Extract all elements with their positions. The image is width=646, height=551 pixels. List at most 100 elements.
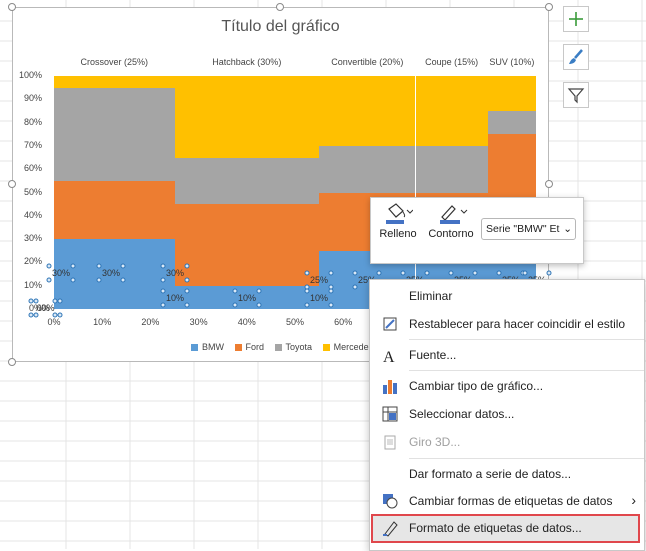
bar-segment-toyota[interactable] [54, 87, 175, 181]
menu-highlight [371, 514, 640, 543]
resize-handle-tr[interactable] [545, 3, 553, 11]
data-label[interactable]: 0% [41, 303, 55, 313]
selection-handle[interactable] [400, 270, 406, 276]
selection-handle[interactable] [232, 302, 238, 308]
selection-handle[interactable] [46, 263, 52, 269]
data-label[interactable]: 30% [101, 268, 121, 278]
selection-handle[interactable] [70, 277, 76, 283]
fill-button[interactable]: Relleno [377, 203, 419, 240]
selection-handle[interactable] [184, 302, 190, 308]
selection-handle[interactable] [304, 270, 310, 276]
series-selector[interactable]: Serie "BMW" Et ⌄ [481, 218, 576, 240]
resize-handle-mr[interactable] [545, 180, 553, 188]
selection-handle[interactable] [184, 263, 190, 269]
paint-bucket-icon [386, 203, 414, 224]
chart-styles-button[interactable] [563, 44, 589, 70]
selection-handle[interactable] [33, 298, 39, 304]
menu-item-change-label-shapes[interactable]: Cambiar formas de etiquetas de datos › [370, 487, 644, 515]
data-label[interactable]: 10% [309, 293, 329, 303]
menu-item-format-series[interactable]: Dar formato a serie de datos... [409, 467, 572, 481]
bar-segment-ford[interactable] [174, 204, 320, 286]
selection-handle[interactable] [57, 298, 63, 304]
bar-segment-mercedes[interactable] [415, 76, 488, 146]
selection-handle[interactable] [546, 270, 552, 276]
selection-handle[interactable] [328, 284, 334, 290]
bar-segment-mercedes[interactable] [54, 76, 175, 88]
bar-segment-toyota[interactable] [174, 157, 320, 205]
bar-segment-bmw[interactable] [174, 285, 320, 309]
selection-handle[interactable] [328, 270, 334, 276]
selection-handle[interactable] [352, 284, 358, 290]
menu-item-change-chart-type[interactable]: Cambiar tipo de gráfico... [370, 372, 644, 400]
selection-handle[interactable] [304, 284, 310, 290]
selection-handle[interactable] [184, 288, 190, 294]
chart-legend[interactable]: BMW Ford Toyota Mercedes [191, 342, 381, 352]
menu-item-format-data-labels[interactable]: Formato de etiquetas de datos... [370, 514, 644, 542]
selection-handle[interactable] [28, 312, 34, 318]
resize-handle-bl[interactable] [8, 358, 16, 366]
bar-segment-bmw[interactable] [54, 239, 175, 309]
outline-button[interactable]: Contorno [423, 203, 479, 240]
category-label: Convertible (20%) [331, 57, 404, 67]
chart-filters-button[interactable] [563, 82, 589, 108]
selection-handle[interactable] [33, 312, 39, 318]
selection-handle[interactable] [120, 263, 126, 269]
selection-handle[interactable] [522, 270, 528, 276]
selection-handle[interactable] [472, 270, 478, 276]
selection-handle[interactable] [52, 312, 58, 318]
selection-handle[interactable] [96, 263, 102, 269]
menu-item-reset-style[interactable]: Restablecer para hacer coincidir el esti… [370, 310, 644, 338]
bar-segment-toyota[interactable] [487, 110, 536, 135]
resize-handle-tc[interactable] [276, 3, 284, 11]
selection-handle[interactable] [496, 270, 502, 276]
menu-item-font[interactable]: A Fuente... [383, 348, 457, 364]
data-label[interactable]: 25% [357, 275, 377, 285]
data-label[interactable]: 30% [165, 268, 185, 278]
data-label[interactable]: 25% [309, 275, 329, 285]
selection-handle[interactable] [160, 302, 166, 308]
data-label[interactable]: 30% [51, 268, 71, 278]
resize-handle-tl[interactable] [8, 3, 16, 11]
selection-handle[interactable] [160, 288, 166, 294]
selection-handle[interactable] [424, 270, 430, 276]
resize-handle-ml[interactable] [8, 180, 16, 188]
selection-handle[interactable] [256, 288, 262, 294]
selection-handle[interactable] [232, 288, 238, 294]
bar-segment-mercedes[interactable] [487, 76, 536, 111]
menu-item-eliminar[interactable]: Eliminar [409, 289, 453, 303]
bar-segment-mercedes[interactable] [174, 76, 320, 158]
legend-item-toyota: Toyota [274, 342, 312, 352]
x-tick-label: 40% [237, 317, 256, 327]
selection-handle[interactable] [304, 302, 310, 308]
format-labels-icon [383, 521, 398, 537]
chart-title[interactable]: Título del gráfico [221, 18, 340, 35]
data-label[interactable]: 10% [237, 293, 257, 303]
selection-handle[interactable] [448, 270, 454, 276]
selection-handle[interactable] [376, 270, 382, 276]
selection-handle[interactable] [52, 298, 58, 304]
pen-outline-icon [440, 205, 468, 224]
chevron-right-icon: › [631, 492, 636, 508]
selection-handle[interactable] [160, 263, 166, 269]
selection-handle[interactable] [184, 277, 190, 283]
bar-segment-ford[interactable] [54, 180, 175, 240]
menu-item-select-data[interactable]: Seleccionar datos... [370, 400, 644, 428]
selection-handle[interactable] [70, 263, 76, 269]
selection-handle[interactable] [120, 277, 126, 283]
selection-handle[interactable] [28, 298, 34, 304]
bar-segment-toyota[interactable] [415, 145, 488, 193]
data-label[interactable]: 0% [36, 303, 50, 313]
selection-handle[interactable] [352, 270, 358, 276]
x-tick-label: 60% [334, 317, 353, 327]
selection-handle[interactable] [96, 277, 102, 283]
selection-handle[interactable] [57, 312, 63, 318]
chart-elements-button[interactable] [563, 6, 589, 32]
bar-segment-mercedes[interactable] [319, 76, 416, 146]
selection-handle[interactable] [46, 277, 52, 283]
selection-handle[interactable] [328, 302, 334, 308]
data-label[interactable]: 10% [165, 293, 185, 303]
selection-handle[interactable] [256, 302, 262, 308]
bar-segment-toyota[interactable] [319, 145, 416, 193]
label-shapes-icon [383, 494, 398, 509]
selection-handle[interactable] [160, 277, 166, 283]
